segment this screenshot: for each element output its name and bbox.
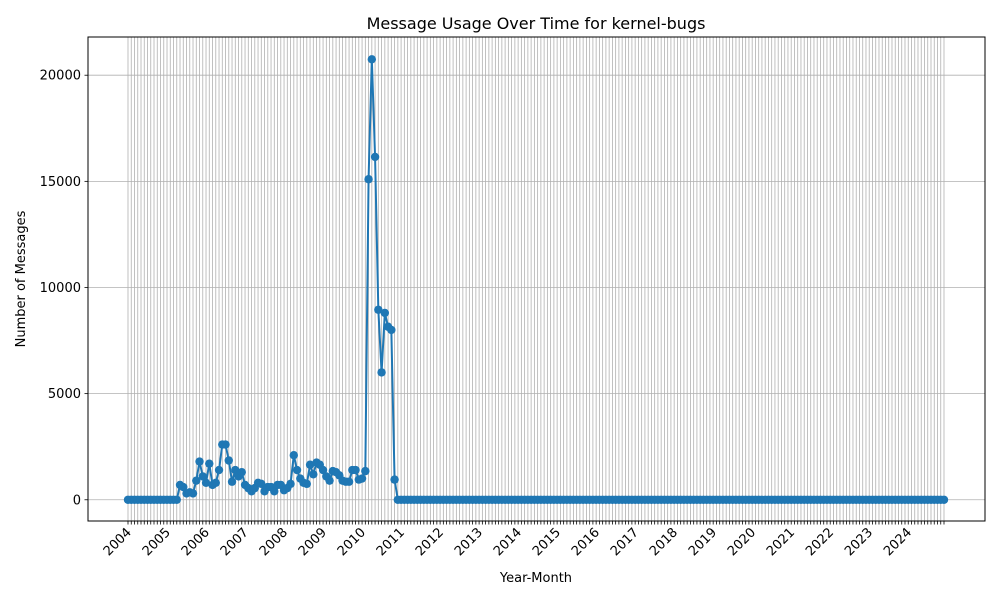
data-point (374, 305, 383, 314)
x-tick-label: 2020 (725, 525, 759, 559)
x-axis-ticks: 2004 2005 2006 2007 2008 2009 2010 2011 2012 2013… (101, 521, 945, 559)
x-tick-label: 2007 (218, 525, 252, 559)
horizontal-gridlines (88, 74, 985, 501)
y-tick-label: 10000 (40, 281, 81, 296)
series-group (123, 55, 949, 504)
x-tick-label: 2009 (296, 525, 330, 559)
x-axis-label: Year-Month (499, 571, 572, 586)
x-tick-label: 2006 (179, 525, 213, 559)
y-tick-label: 5000 (48, 387, 81, 402)
x-tick-label: 2021 (764, 525, 798, 559)
y-tick-label: 20000 (40, 69, 81, 84)
data-point (286, 479, 295, 489)
y-tick-label: 0 (73, 493, 81, 508)
data-point (198, 472, 207, 481)
plot-frame (87, 36, 986, 522)
data-point (257, 479, 266, 489)
data-point (270, 487, 279, 496)
data-point (305, 460, 315, 469)
x-tick-label: 2024 (881, 525, 915, 559)
x-tick-label: 2010 (335, 525, 369, 559)
data-point (292, 465, 302, 475)
x-tick-label: 2008 (257, 525, 291, 559)
data-point (325, 476, 334, 485)
data-point (172, 495, 181, 504)
x-tick-label: 2014 (491, 525, 525, 559)
data-point (370, 152, 380, 162)
data-point (205, 459, 214, 468)
data-point (377, 368, 386, 377)
x-tick-label: 2017 (608, 525, 642, 559)
x-tick-label: 2004 (101, 525, 135, 559)
x-tick-label: 2015 (530, 525, 564, 559)
data-point (309, 470, 318, 479)
data-point (367, 55, 377, 64)
y-tick-label: 15000 (40, 175, 81, 190)
data-point (351, 465, 360, 475)
data-point (231, 465, 240, 475)
y-axis-label: Number of Messages (14, 210, 29, 347)
x-tick-label: 2016 (569, 525, 603, 559)
x-tick-label: 2012 (413, 525, 447, 559)
x-tick-label: 2005 (140, 525, 174, 559)
x-tick-label: 2019 (686, 525, 720, 559)
data-point (387, 325, 396, 335)
x-tick-label: 2011 (374, 525, 408, 559)
data-point (214, 465, 224, 475)
series-line (128, 59, 944, 501)
data-point (357, 474, 367, 483)
data-point (195, 457, 204, 466)
x-tick-label: 2022 (803, 525, 837, 559)
data-point (344, 477, 354, 486)
data-point (179, 482, 188, 492)
data-point (302, 479, 311, 489)
data-point (192, 476, 201, 485)
data-point (224, 456, 233, 465)
data-point (361, 466, 370, 476)
data-point (318, 465, 328, 475)
data-point (289, 450, 298, 460)
x-tick-label: 2023 (842, 525, 876, 559)
data-point (390, 475, 399, 484)
y-axis-ticks: 0 5000 10000 15000 20000 (40, 69, 88, 508)
data-point (188, 489, 198, 498)
data-point (201, 478, 211, 487)
data-point (211, 478, 220, 487)
data-point (237, 467, 246, 477)
data-point (221, 440, 230, 449)
data-point (380, 308, 390, 318)
data-point (939, 495, 949, 504)
data-point (227, 477, 237, 486)
vertical-gridlines (127, 37, 945, 521)
x-tick-label: 2018 (647, 525, 681, 559)
data-point (364, 175, 373, 184)
x-tick-label: 2013 (452, 525, 486, 559)
chart-title: Message Usage Over Time for kernel-bugs (367, 14, 706, 33)
